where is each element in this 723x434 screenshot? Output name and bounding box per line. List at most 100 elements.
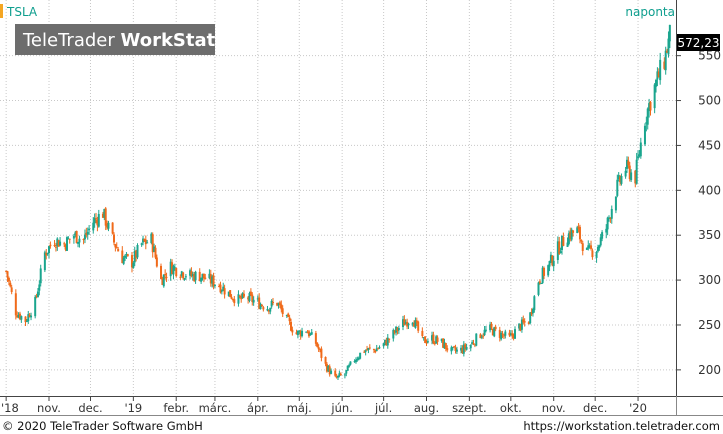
candle[interactable] <box>39 264 42 287</box>
candle[interactable] <box>64 243 67 252</box>
candle[interactable] <box>537 281 540 297</box>
candle[interactable] <box>354 357 357 364</box>
candle[interactable] <box>404 319 407 325</box>
candle[interactable] <box>346 365 349 371</box>
candle[interactable] <box>374 349 377 354</box>
candle[interactable] <box>357 356 360 361</box>
candle[interactable] <box>183 277 186 281</box>
candle[interactable] <box>171 259 174 275</box>
candle[interactable] <box>124 254 127 262</box>
candle[interactable] <box>24 316 27 327</box>
candle[interactable] <box>121 246 124 264</box>
candle[interactable] <box>605 224 608 239</box>
candle[interactable] <box>162 274 165 288</box>
candle[interactable] <box>278 300 281 308</box>
candle[interactable] <box>175 267 178 278</box>
candle[interactable] <box>490 321 493 330</box>
candle[interactable] <box>86 227 89 240</box>
candle[interactable] <box>43 250 46 273</box>
candle[interactable] <box>444 342 447 352</box>
candle[interactable] <box>552 255 555 272</box>
candle[interactable] <box>28 313 31 318</box>
candle[interactable] <box>493 326 496 338</box>
candle[interactable] <box>396 326 399 335</box>
candle[interactable] <box>348 363 351 368</box>
candle[interactable] <box>269 307 272 315</box>
candle[interactable] <box>469 344 472 352</box>
source-link[interactable]: https://workstation.teletrader.com <box>523 419 720 433</box>
candle[interactable] <box>241 292 244 299</box>
candle[interactable] <box>523 318 526 327</box>
candle[interactable] <box>411 322 414 327</box>
candle[interactable] <box>248 291 251 303</box>
candle[interactable] <box>655 78 658 93</box>
candle[interactable] <box>663 57 666 71</box>
candle[interactable] <box>103 208 106 221</box>
candle[interactable] <box>479 333 482 339</box>
candle[interactable] <box>639 137 642 159</box>
candle[interactable] <box>502 333 505 340</box>
candle[interactable] <box>472 339 475 346</box>
candle[interactable] <box>580 239 583 244</box>
candle[interactable] <box>65 236 68 251</box>
candle[interactable] <box>113 232 115 246</box>
candle[interactable] <box>610 205 613 224</box>
candle[interactable] <box>577 223 580 233</box>
candle[interactable] <box>310 328 313 335</box>
candle[interactable] <box>337 375 339 380</box>
candle[interactable] <box>45 249 48 260</box>
candle[interactable] <box>561 235 563 255</box>
candle[interactable] <box>415 317 418 327</box>
candle[interactable] <box>287 312 290 318</box>
candle[interactable] <box>280 300 283 313</box>
candle[interactable] <box>115 242 118 249</box>
candle[interactable] <box>160 263 163 280</box>
candle[interactable] <box>395 326 398 336</box>
candle[interactable] <box>68 238 71 244</box>
candle[interactable] <box>155 254 158 268</box>
candle[interactable] <box>111 222 114 235</box>
candle[interactable] <box>384 339 387 346</box>
candle[interactable] <box>78 235 81 248</box>
candle[interactable] <box>527 321 530 325</box>
candle[interactable] <box>173 263 176 271</box>
candle[interactable] <box>627 156 630 169</box>
candle[interactable] <box>143 238 146 242</box>
candle[interactable] <box>59 237 62 247</box>
candle[interactable] <box>82 238 85 245</box>
candle[interactable] <box>327 365 330 372</box>
candle[interactable] <box>190 267 193 278</box>
candle[interactable] <box>599 233 602 247</box>
candle[interactable] <box>200 277 203 284</box>
candle[interactable] <box>30 312 33 321</box>
candle[interactable] <box>549 251 552 264</box>
candle[interactable] <box>201 273 204 281</box>
candle[interactable] <box>548 260 551 272</box>
candle[interactable] <box>559 247 562 254</box>
candle[interactable] <box>630 169 633 182</box>
candle[interactable] <box>295 329 298 335</box>
candle[interactable] <box>637 150 640 161</box>
candle[interactable] <box>306 330 309 334</box>
candle[interactable] <box>531 307 534 317</box>
candle[interactable] <box>270 299 273 309</box>
candle[interactable] <box>14 289 17 320</box>
candle[interactable] <box>533 295 536 313</box>
candle[interactable] <box>338 370 341 378</box>
candle[interactable] <box>17 312 20 319</box>
candle[interactable] <box>606 216 609 236</box>
candle[interactable] <box>54 242 57 252</box>
candle[interactable] <box>95 212 98 224</box>
candle[interactable] <box>34 294 37 319</box>
candle[interactable] <box>35 293 38 299</box>
candle[interactable] <box>259 302 262 310</box>
candle[interactable] <box>386 334 389 349</box>
candle[interactable] <box>184 273 187 280</box>
candle[interactable] <box>251 292 254 306</box>
candle[interactable] <box>180 270 183 278</box>
candle[interactable] <box>403 315 406 326</box>
candle[interactable] <box>494 324 497 332</box>
candle[interactable] <box>538 279 541 285</box>
candle[interactable] <box>67 236 70 240</box>
candle[interactable] <box>587 240 590 251</box>
